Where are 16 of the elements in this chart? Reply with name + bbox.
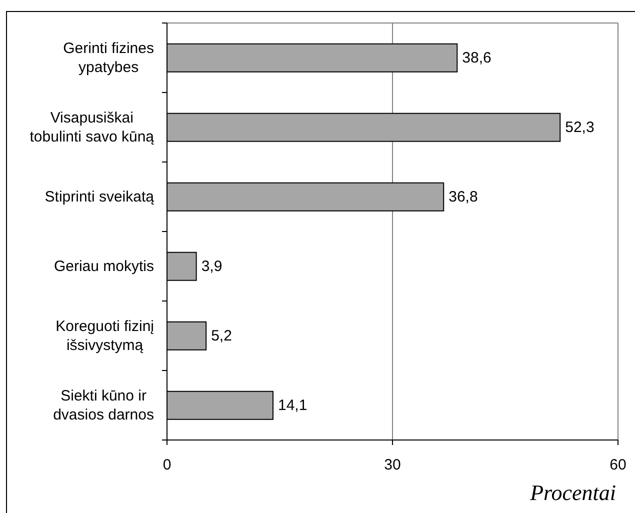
y-tick-label: Geriau mokytis [54, 258, 154, 275]
y-tick-label: Koreguoti fizinį išsivystymą [56, 318, 154, 354]
x-axis-title: Procentai [530, 480, 616, 506]
data-label: 36,8 [448, 188, 478, 206]
y-tick-label: Siekti kūno ir dvasios darnos [53, 387, 154, 424]
data-label: 3,9 [201, 258, 222, 275]
data-label: 38,6 [462, 49, 492, 66]
x-tick-label: 60 [610, 456, 626, 474]
data-label: 14,1 [278, 396, 308, 414]
y-tick-label: Visapusiškai tobulinti savo kūną [30, 109, 155, 146]
x-tick-label: 30 [384, 456, 401, 474]
y-tick-label: Gerinti fizines ypatybes [63, 40, 154, 76]
data-label: 52,3 [565, 118, 594, 136]
x-tick-label: 0 [162, 456, 172, 474]
data-label: 5,2 [211, 327, 232, 344]
y-tick-label: Stiprinti sveikatą [44, 188, 155, 206]
